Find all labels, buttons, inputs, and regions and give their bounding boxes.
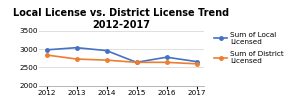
Sum of Local
Licensed	[165, 57, 168, 58]
Sum of Local
Licensed	[195, 61, 198, 62]
Sum of Local
Licensed	[105, 50, 108, 51]
Sum of District
Licensed	[135, 62, 138, 63]
Sum of District
Licensed	[165, 62, 168, 63]
Sum of District
Licensed	[195, 63, 198, 64]
Sum of Local
Licensed	[45, 49, 48, 50]
Sum of Local
Licensed	[135, 62, 138, 63]
Sum of District
Licensed	[75, 58, 78, 60]
Sum of District
Licensed	[45, 54, 48, 56]
Title: Local License vs. District License Trend
2012-2017: Local License vs. District License Trend…	[14, 8, 230, 30]
Sum of Local
Licensed	[75, 47, 78, 48]
Legend: Sum of Local
Licensed, Sum of District
Licensed: Sum of Local Licensed, Sum of District L…	[214, 32, 284, 64]
Line: Sum of Local
Licensed: Sum of Local Licensed	[45, 46, 198, 64]
Sum of District
Licensed	[105, 60, 108, 61]
Line: Sum of District
Licensed: Sum of District Licensed	[45, 53, 198, 66]
